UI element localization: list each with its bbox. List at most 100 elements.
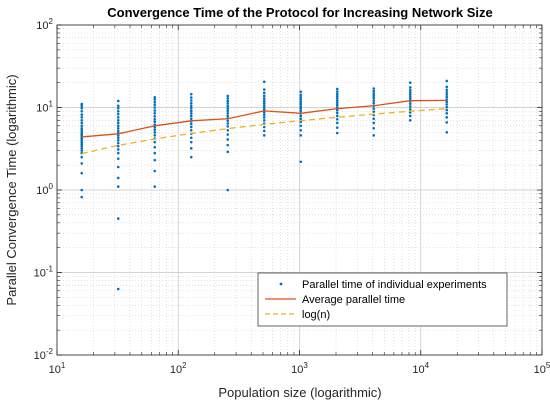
data-point xyxy=(153,117,157,121)
data-point xyxy=(335,108,339,112)
legend-label-points: Parallel time of individual experiments xyxy=(302,279,487,291)
data-point xyxy=(299,160,303,164)
data-point xyxy=(445,121,449,124)
data-point xyxy=(153,131,157,134)
data-point xyxy=(262,94,266,98)
data-point xyxy=(80,162,84,165)
data-point xyxy=(116,157,120,160)
data-point xyxy=(153,112,157,115)
data-point xyxy=(116,121,120,125)
data-point xyxy=(116,99,120,103)
data-point xyxy=(153,158,157,162)
data-point xyxy=(408,114,412,118)
data-point xyxy=(262,101,266,105)
data-point xyxy=(153,145,157,149)
data-point xyxy=(153,120,157,124)
data-point xyxy=(80,121,84,125)
data-point xyxy=(262,118,266,122)
data-point xyxy=(335,103,339,107)
data-point xyxy=(189,114,193,118)
data-point xyxy=(445,100,449,104)
legend-label-average: Average parallel time xyxy=(302,294,405,306)
data-point xyxy=(116,217,120,220)
data-point xyxy=(299,95,303,99)
data-point xyxy=(80,106,84,110)
data-point xyxy=(299,107,303,110)
data-point xyxy=(153,140,157,144)
data-point xyxy=(116,176,120,180)
data-point xyxy=(80,128,84,132)
data-point xyxy=(262,129,266,133)
data-point xyxy=(335,92,339,96)
data-point xyxy=(408,102,412,106)
data-point xyxy=(226,138,230,141)
data-point xyxy=(189,147,193,150)
data-point xyxy=(335,114,339,118)
data-point xyxy=(189,104,193,108)
data-point xyxy=(226,188,230,192)
data-point xyxy=(299,93,303,97)
data-point xyxy=(153,115,157,118)
data-point xyxy=(189,96,193,99)
data-point xyxy=(226,119,230,123)
data-point xyxy=(372,96,376,100)
data-point xyxy=(299,109,303,113)
y-axis-label: Parallel Convergence Time (logarithmic) xyxy=(4,74,19,305)
data-point xyxy=(299,128,303,132)
data-point xyxy=(445,105,449,109)
data-point xyxy=(116,287,120,291)
data-point xyxy=(226,125,230,128)
data-point xyxy=(299,124,303,128)
data-point xyxy=(116,136,120,140)
data-point xyxy=(445,88,449,92)
data-point xyxy=(80,116,84,119)
data-point xyxy=(335,117,339,121)
data-point xyxy=(372,107,376,110)
data-point xyxy=(116,185,120,188)
data-point xyxy=(80,144,84,148)
data-point xyxy=(226,112,230,115)
data-point xyxy=(226,128,230,132)
data-point xyxy=(116,109,120,113)
data-point xyxy=(372,89,376,93)
data-point xyxy=(372,117,376,121)
x-tick-label: 103 xyxy=(291,361,308,376)
data-point xyxy=(80,147,84,150)
legend-marker-points xyxy=(279,282,283,286)
data-point xyxy=(445,85,449,89)
data-point xyxy=(299,102,303,106)
data-point xyxy=(262,80,266,84)
data-point xyxy=(80,124,84,128)
data-point xyxy=(153,98,157,101)
x-tick-label: 101 xyxy=(49,361,66,376)
data-point xyxy=(372,99,376,102)
data-point xyxy=(408,93,412,96)
data-point xyxy=(226,102,230,105)
data-point xyxy=(116,104,120,108)
data-point xyxy=(153,151,157,155)
data-point xyxy=(116,112,120,116)
data-point xyxy=(262,134,266,137)
data-point xyxy=(335,94,339,98)
data-point xyxy=(299,117,303,121)
data-point xyxy=(408,108,412,111)
axis-ticks xyxy=(56,24,543,356)
data-point xyxy=(189,140,193,144)
data-point xyxy=(372,121,376,125)
data-point xyxy=(372,134,376,137)
data-point xyxy=(335,99,339,102)
x-tick-labels: 101 102 103 104 105 xyxy=(49,361,550,376)
data-point xyxy=(226,97,230,100)
y-tick-label: 10-2 xyxy=(34,347,54,362)
data-point xyxy=(189,155,193,159)
data-point xyxy=(189,92,193,96)
data-point xyxy=(80,126,84,130)
data-point xyxy=(335,111,339,115)
data-point xyxy=(445,108,449,112)
data-point xyxy=(80,118,84,122)
average-line xyxy=(81,99,447,138)
data-point xyxy=(262,99,266,103)
data-point xyxy=(116,148,120,151)
data-point xyxy=(226,133,230,136)
data-point xyxy=(408,88,412,92)
